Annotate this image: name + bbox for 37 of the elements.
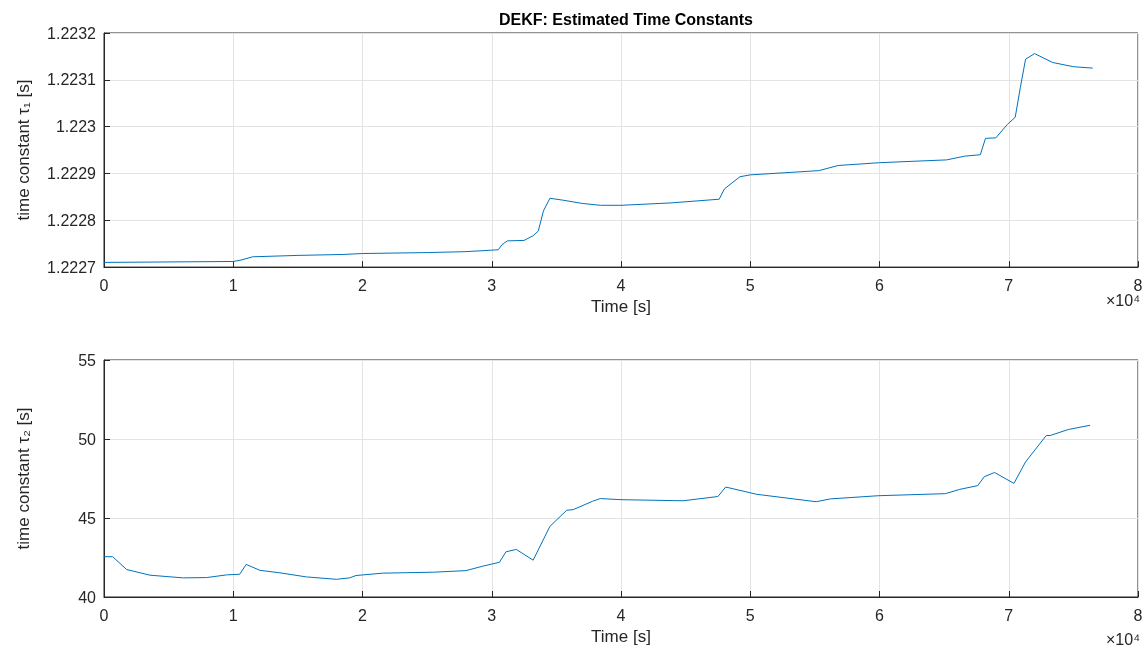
line-series (103, 53, 1094, 263)
y-tick-label: 40 (78, 588, 97, 606)
x-axis-title: Time [s] (591, 626, 651, 646)
x-tick-label: 7 (1004, 276, 1014, 294)
y-tick-label: 1.2228 (47, 211, 97, 229)
x-tick-label: 1 (228, 276, 238, 294)
x-tick-label: 0 (99, 606, 109, 624)
x-tick-label: 6 (875, 276, 885, 294)
x-tick-label: 1 (228, 606, 238, 624)
x-axis-title: Time [s] (591, 297, 651, 316)
x-tick-label: 4 (616, 276, 626, 294)
x-tick-label: 8 (1133, 276, 1143, 294)
text: ×10⁴ (1105, 630, 1141, 648)
x-tick-label: 7 (1004, 606, 1014, 624)
y-tick-label: 1.2232 (47, 24, 97, 42)
y-tick-label: 55 (78, 351, 97, 369)
y-tick-label: 50 (78, 430, 97, 448)
y-tick-label: 1.2229 (47, 164, 97, 182)
x-tick-label: 5 (745, 606, 755, 624)
y-tick-label: 45 (78, 509, 97, 527)
chart-title: DEKF: Estimated Time Constants (499, 10, 754, 28)
x-tick-label: 6 (875, 606, 885, 624)
y-tick-label: 1.2231 (47, 71, 97, 89)
y-tick-label: 1.2227 (47, 258, 97, 276)
y-axis-title: time constant τ₁ [s] (14, 79, 33, 221)
x-tick-label: 2 (358, 276, 368, 294)
line-series (103, 424, 1091, 580)
y-axis-title: time constant τ₂ [s] (14, 407, 33, 550)
x-tick-label: 2 (358, 606, 368, 624)
x-tick-label: 3 (487, 276, 497, 294)
x-tick-label: 5 (745, 276, 755, 294)
x-tick-label: 3 (487, 606, 497, 624)
x-tick-label: 4 (616, 606, 626, 624)
y-tick-label: 1.223 (55, 118, 97, 136)
text: ×10⁴ (1105, 291, 1141, 309)
x-tick-label: 8 (1133, 606, 1143, 624)
x-tick-label: 0 (99, 276, 109, 294)
